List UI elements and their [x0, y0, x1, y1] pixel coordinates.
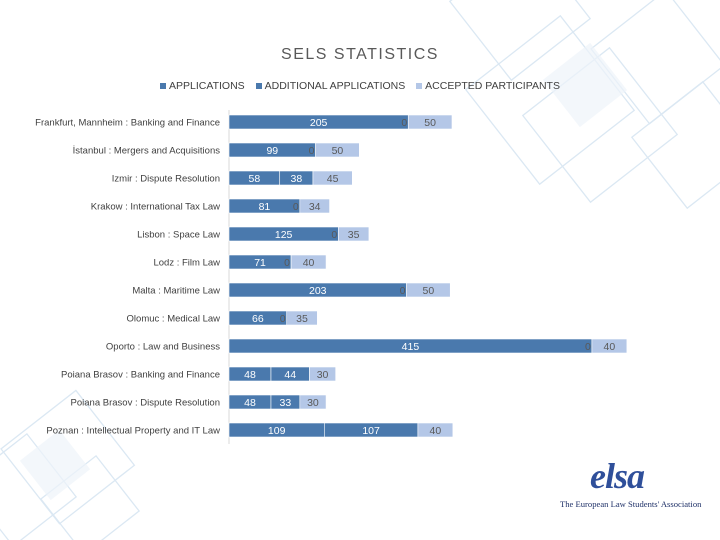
category-label: Olomuc : Medical Law	[127, 314, 221, 325]
data-label: 40	[604, 341, 616, 353]
category-label: Lodz : Film Law	[153, 258, 220, 269]
data-label: 35	[296, 313, 308, 325]
logo-tagline: The European Law Students' Association	[560, 499, 702, 509]
category-label: Poiana Brasov : Dispute Resolution	[71, 398, 220, 409]
data-label: 34	[309, 201, 321, 213]
data-label: 30	[307, 397, 319, 409]
data-label: 58	[249, 173, 261, 185]
elsa-logo: elsa The European Law Students' Associat…	[560, 455, 701, 515]
data-label: 0	[401, 117, 407, 129]
category-label: Lisbon : Space Law	[137, 230, 220, 241]
data-label: 81	[259, 201, 271, 213]
bar-segment-3	[338, 226, 370, 242]
category-label: Malta : Maritime Law	[132, 286, 220, 297]
legend-swatch-additional-applications	[255, 83, 262, 90]
bar-segment-3	[406, 282, 451, 298]
data-label: 205	[310, 117, 328, 129]
data-label: 0	[284, 257, 290, 269]
data-label: 71	[254, 257, 266, 269]
data-label: 107	[362, 425, 380, 437]
legend-label-applications: APPLICATIONS	[169, 80, 245, 92]
data-label: 0	[331, 229, 337, 241]
category-label: Poznan : Intellectual Property and IT La…	[46, 426, 220, 437]
category-label: Oporto : Law and Business	[106, 342, 220, 353]
data-label: 48	[244, 369, 256, 381]
legend-item-additional-applications: ADDITIONAL APPLICATIONS	[255, 80, 406, 92]
data-label: 66	[252, 313, 264, 325]
legend-label-additional-applications: ADDITIONAL APPLICATIONS	[264, 80, 406, 92]
logo-wordmark: elsa	[590, 456, 645, 496]
data-label: 33	[280, 397, 292, 409]
bar-segment-3	[290, 254, 327, 270]
bar-segment-3	[417, 422, 454, 438]
category-label: İstanbul : Mergers and Acquisitions	[73, 146, 221, 157]
category-label: Frankfurt, Mannheim : Banking and Financ…	[35, 118, 220, 129]
legend-swatch-applications	[160, 83, 167, 90]
category-label: Izmir : Dispute Resolution	[112, 174, 220, 185]
data-label: 50	[332, 145, 344, 157]
data-label: 50	[423, 285, 435, 297]
legend-label-accepted-participants: ACCEPTED PARTICIPANTS	[425, 80, 560, 92]
data-label: 0	[400, 285, 406, 297]
data-label: 45	[327, 173, 339, 185]
data-label: 415	[402, 341, 420, 353]
data-label: 99	[266, 145, 278, 157]
data-label: 35	[348, 229, 360, 241]
bar-segment-3	[407, 114, 453, 130]
data-label: 125	[275, 229, 293, 241]
legend-swatch-accepted-participants	[416, 83, 423, 90]
data-label: 30	[317, 369, 329, 381]
data-label: 38	[290, 173, 302, 185]
data-label: 0	[280, 313, 286, 325]
data-label: 50	[424, 117, 436, 129]
bar-segment-3	[286, 310, 318, 326]
bar-segment-3	[315, 142, 360, 158]
legend-item-applications: APPLICATIONS	[160, 80, 245, 92]
chart-title: SELS STATISTICS	[281, 46, 439, 63]
data-label: 109	[268, 425, 286, 437]
category-label: Poiana Brasov : Banking and Finance	[61, 370, 220, 381]
bar-segment-3	[299, 394, 327, 410]
category-label: Krakow : International Tax Law	[91, 202, 220, 213]
bar-segment-3	[312, 170, 353, 186]
data-label: 44	[284, 369, 296, 381]
chart-legend: APPLICATIONS ADDITIONAL APPLICATIONS ACC…	[0, 80, 720, 92]
data-label: 40	[303, 257, 315, 269]
data-label: 48	[244, 397, 256, 409]
bar-segment-3	[591, 338, 628, 354]
data-label: 40	[430, 425, 442, 437]
legend-item-accepted-participants: ACCEPTED PARTICIPANTS	[416, 80, 560, 92]
data-label: 203	[309, 285, 327, 297]
data-label: 0	[293, 201, 299, 213]
bar-segment-3	[299, 198, 330, 214]
data-label: 0	[309, 145, 315, 157]
data-label: 0	[585, 341, 591, 353]
bar-segment-3	[309, 366, 336, 382]
